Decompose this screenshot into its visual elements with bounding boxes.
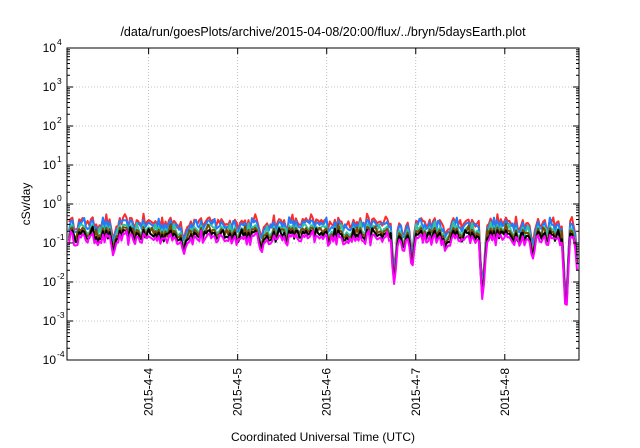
chart-title: /data/run/goesPlots/archive/2015-04-08/2… <box>120 25 526 39</box>
y-tick-label: 10 <box>43 80 57 94</box>
y-tick-label: 10 <box>43 236 57 250</box>
y-tick-exponent: 4 <box>57 37 62 47</box>
y-axis-label: cSv/day <box>19 183 33 226</box>
y-tick-exponent: 1 <box>57 154 62 164</box>
y-tick-label: 10 <box>43 314 57 328</box>
y-tick-exponent: -1 <box>57 232 65 242</box>
y-tick-label: 10 <box>43 353 57 367</box>
y-tick-exponent: -2 <box>57 271 65 281</box>
series-lines <box>68 212 578 306</box>
x-axis-label: Coordinated Universal Time (UTC) <box>231 430 415 444</box>
y-tick-label: 10 <box>43 197 57 211</box>
x-tick-label: 2015-4-4 <box>142 368 156 416</box>
y-tick-label: 10 <box>43 158 57 172</box>
x-tick-label: 2015-4-7 <box>409 368 423 416</box>
x-axis: 2015-4-4 2015-4-5 2015-4-6 2015-4-7 2015-4-8 <box>142 48 512 416</box>
series-line <box>68 225 578 303</box>
y-tick-label: 10 <box>43 275 57 289</box>
series-line <box>68 229 578 306</box>
y-tick-exponent: 0 <box>57 193 62 203</box>
y-tick-exponent: -4 <box>57 349 65 359</box>
y-tick-exponent: -3 <box>57 310 65 320</box>
x-tick-label: 2015-4-5 <box>231 368 245 416</box>
x-tick-label: 2015-4-6 <box>320 368 334 416</box>
x-tick-label: 2015-4-8 <box>498 368 512 416</box>
grid-lines <box>67 48 579 360</box>
y-tick-exponent: 3 <box>57 76 62 86</box>
y-tick-label: 10 <box>43 41 57 55</box>
y-tick-exponent: 2 <box>57 115 62 125</box>
y-tick-label: 10 <box>43 119 57 133</box>
